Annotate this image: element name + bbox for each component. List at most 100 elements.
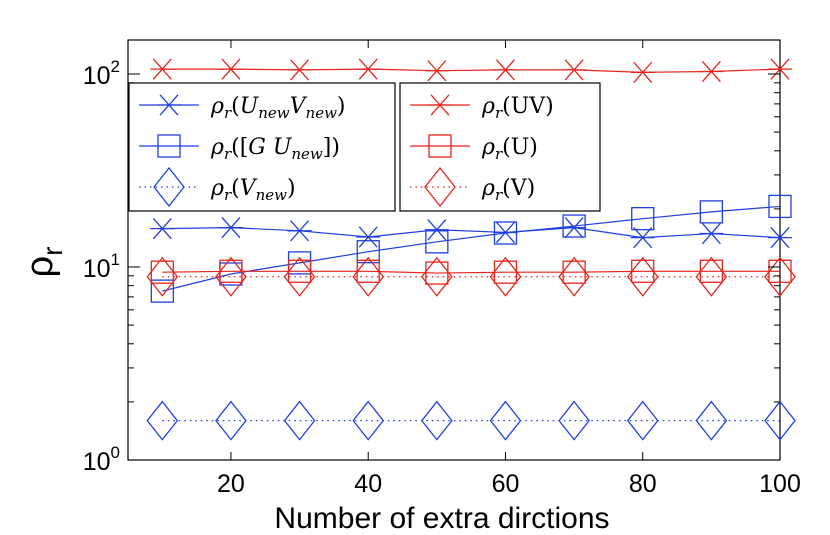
x-tick-label: 40	[354, 470, 382, 498]
legend-text-part: r	[224, 145, 232, 163]
legend-text-part: (	[231, 176, 240, 201]
y-tick-base: 10	[83, 448, 111, 476]
plot-area	[127, 39, 796, 461]
legends: ρr(UnewVnew)ρr([G Unew])ρr(Vnew)ρr(UV)ρr…	[128, 82, 601, 212]
marker-shape	[150, 279, 174, 303]
marker-stroke	[770, 226, 790, 249]
y-axis-label-sub: r	[37, 247, 68, 256]
data-point	[562, 216, 587, 239]
data-point	[150, 218, 175, 240]
data-point	[489, 256, 522, 297]
legend-text-part: ρ	[210, 176, 224, 201]
y-tick-exponent: 1	[111, 250, 120, 269]
data-point	[768, 226, 792, 249]
data-point	[146, 256, 179, 297]
marker-stroke	[701, 222, 721, 245]
x-tick-label: 100	[759, 470, 801, 498]
marker-shape	[695, 400, 728, 441]
marker-stroke	[159, 94, 179, 116]
y-tick-exponent: 2	[111, 57, 120, 76]
legend-label: ρr(U)	[481, 135, 538, 163]
marker-stroke	[770, 58, 790, 80]
series-3	[150, 58, 792, 83]
y-tick-label: 100	[83, 443, 120, 476]
marker-stroke	[152, 58, 172, 80]
data-point	[356, 240, 380, 264]
data-point	[699, 222, 724, 245]
marker-shape	[153, 166, 185, 208]
plot-frame	[127, 39, 781, 461]
legend-frame	[128, 82, 396, 212]
marker-shape	[352, 256, 385, 297]
marker-stroke	[152, 218, 172, 240]
marker-shape	[421, 400, 453, 441]
legend-label: ρr(UnewVnew)	[210, 94, 346, 122]
data-point	[287, 220, 312, 242]
data-point	[699, 60, 724, 83]
y-tick-base: 10	[83, 255, 111, 283]
data-point	[626, 256, 659, 297]
legend-box-1: ρr(UV)ρr(U)ρr(V)	[399, 82, 601, 212]
marker-stroke	[430, 94, 450, 116]
marker-shape	[428, 134, 452, 158]
y-tick-label: 102	[83, 57, 120, 90]
legend-text-part: V	[240, 176, 258, 201]
legend-label: ρr(Vnew)	[210, 176, 296, 204]
marker-shape	[283, 256, 316, 297]
data-point	[146, 400, 179, 441]
legend-text-part: (	[231, 94, 240, 119]
marker-stroke	[701, 60, 721, 83]
data-point	[699, 200, 724, 224]
data-point	[421, 400, 453, 441]
marker-shape	[558, 256, 590, 297]
y-tick-exponent: 0	[111, 443, 120, 462]
marker-shape	[352, 400, 385, 441]
legend-marker	[424, 166, 456, 208]
data-point	[764, 400, 796, 441]
marker-shape	[699, 200, 724, 224]
marker-stroke	[564, 216, 584, 239]
marker-shape	[562, 214, 586, 238]
data-point	[352, 256, 385, 297]
y-tick-label: 101	[83, 250, 120, 283]
data-point	[218, 216, 243, 239]
marker-shape	[283, 400, 316, 441]
legend-text-part: )	[337, 94, 346, 119]
x-axis-label: Number of extra dirctions	[274, 502, 609, 535]
marker-shape	[146, 256, 179, 297]
data-point	[218, 58, 243, 80]
legend-text-part: ρ	[481, 135, 495, 160]
marker-stroke	[221, 216, 241, 239]
legend-text-part: (U)	[502, 135, 538, 160]
data-point	[424, 219, 449, 241]
legend-text-part: r	[224, 104, 232, 122]
marker-shape	[157, 134, 181, 158]
legend-marker	[428, 94, 452, 116]
data-point	[493, 221, 518, 245]
y-axis-label: ρr	[19, 247, 68, 278]
data-point	[150, 279, 174, 303]
data-point	[631, 207, 655, 231]
legend-text-part: ρ	[210, 135, 224, 160]
data-point	[626, 400, 659, 441]
marker-shape	[489, 256, 522, 297]
legend-text-part: U	[240, 94, 260, 119]
data-point	[764, 256, 796, 297]
marker-stroke	[564, 59, 584, 81]
legend-text-part: G U	[248, 135, 293, 160]
marker-shape	[493, 221, 518, 245]
data-point	[768, 194, 792, 219]
y-axis-label-base: ρ	[19, 256, 61, 278]
series-line	[162, 270, 780, 274]
marker-stroke	[495, 59, 515, 81]
legend-marker	[428, 134, 452, 158]
series-4	[150, 259, 792, 285]
legend-text-part: ρ	[210, 94, 224, 119]
x-tick-label: 60	[492, 470, 520, 498]
marker-shape	[421, 256, 453, 297]
marker-shape	[356, 240, 380, 264]
data-point	[425, 230, 449, 254]
legend-frame	[399, 82, 601, 212]
data-point	[562, 59, 587, 81]
